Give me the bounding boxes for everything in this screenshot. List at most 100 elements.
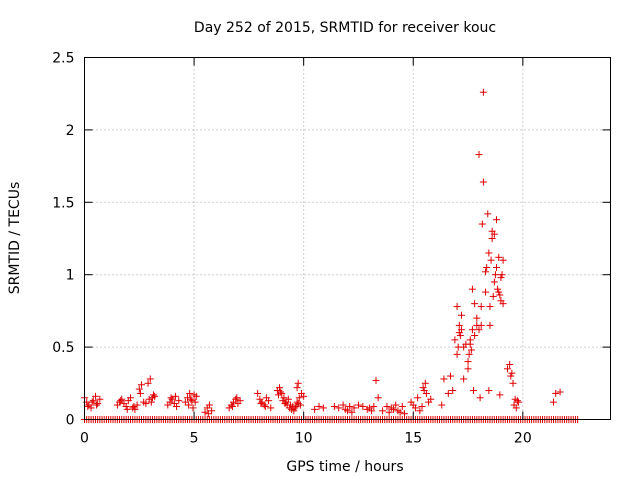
data-point [509,379,517,387]
data-point [187,395,195,403]
data-point [508,369,516,377]
data-point [208,407,216,415]
data-point [181,398,189,406]
data-point [385,408,393,416]
data-point [507,372,515,380]
data-point [277,388,285,396]
data-point [416,407,424,415]
data-point [278,389,286,397]
data-point [123,405,131,413]
data-point [453,303,461,311]
data-point [486,303,494,311]
data-point [151,392,159,400]
data-point [88,398,96,406]
data-point [460,375,468,383]
data-point [236,397,244,405]
data-point [453,350,461,358]
data-point [497,274,505,282]
data-point [117,397,125,405]
data-point [144,379,152,387]
data-point [485,387,493,395]
data-point [300,392,308,400]
data-point [465,350,473,358]
data-point [392,401,400,409]
data-point [330,402,338,410]
data-point [335,404,343,412]
data-point [204,410,212,418]
data-point [122,402,130,410]
data-point [496,291,504,299]
y-tick-label: 2 [66,123,75,139]
data-point [293,384,301,392]
data-point [93,401,101,409]
x-axis-label: GPS time / hours [286,459,403,475]
x-tick-label: 15 [404,431,422,447]
data-point [506,360,514,368]
data-point [495,253,503,261]
data-point [398,402,406,410]
data-point [421,379,429,387]
axis-ticks [84,57,611,420]
data-point [478,220,486,228]
data-point [487,256,495,264]
data-point [130,402,138,410]
y-tick-label: 0.5 [52,340,74,356]
data-point [295,394,303,402]
data-point [489,292,497,300]
data-point [175,397,183,405]
data-point [379,407,387,415]
data-point [147,398,155,406]
data-point [136,389,144,397]
data-point [466,340,474,348]
data-point [254,389,262,397]
data-point [167,394,175,402]
grid-lines [84,57,611,420]
data-point [146,375,154,383]
data-point [497,297,505,305]
data-point [494,285,502,293]
data-point [135,385,143,393]
data-point [552,389,560,397]
data-point [471,300,479,308]
data-point [513,397,521,405]
data-point [339,401,347,409]
data-point [137,381,145,389]
data-point [483,263,491,271]
y-tick-label: 2.5 [52,51,74,67]
data-point [468,285,476,293]
data-point [191,398,199,406]
data-point [261,402,269,410]
data-point [499,256,507,264]
data-point [383,402,391,410]
data-point [477,303,485,311]
x-tick-labels: 0 5 10 15 20 [80,431,532,447]
data-point [89,397,97,405]
data-point [84,402,92,410]
data-point [482,288,490,296]
data-point [173,402,181,410]
data-point [484,210,492,218]
data-point [127,394,135,402]
plot-frame [84,57,611,420]
data-point [470,387,478,395]
y-tick-label: 0 [66,413,75,429]
data-point [232,395,240,403]
data-point [498,271,506,279]
data-point [473,314,481,322]
data-point [475,326,483,334]
data-point [201,408,209,416]
data-point [490,230,498,238]
data-point [440,375,448,383]
data-point [454,343,462,351]
data-point [496,391,504,399]
y-tick-label: 1.5 [52,195,74,211]
chart-title: Day 252 of 2015, SRMTID for receiver kou… [194,20,496,36]
y-axis-label: SRMTID / TECUs [7,182,23,295]
data-point [142,400,150,408]
data-point [315,402,323,410]
data-point [512,404,520,412]
data-point [418,402,426,410]
data-point [368,407,376,415]
data-point [359,402,367,410]
